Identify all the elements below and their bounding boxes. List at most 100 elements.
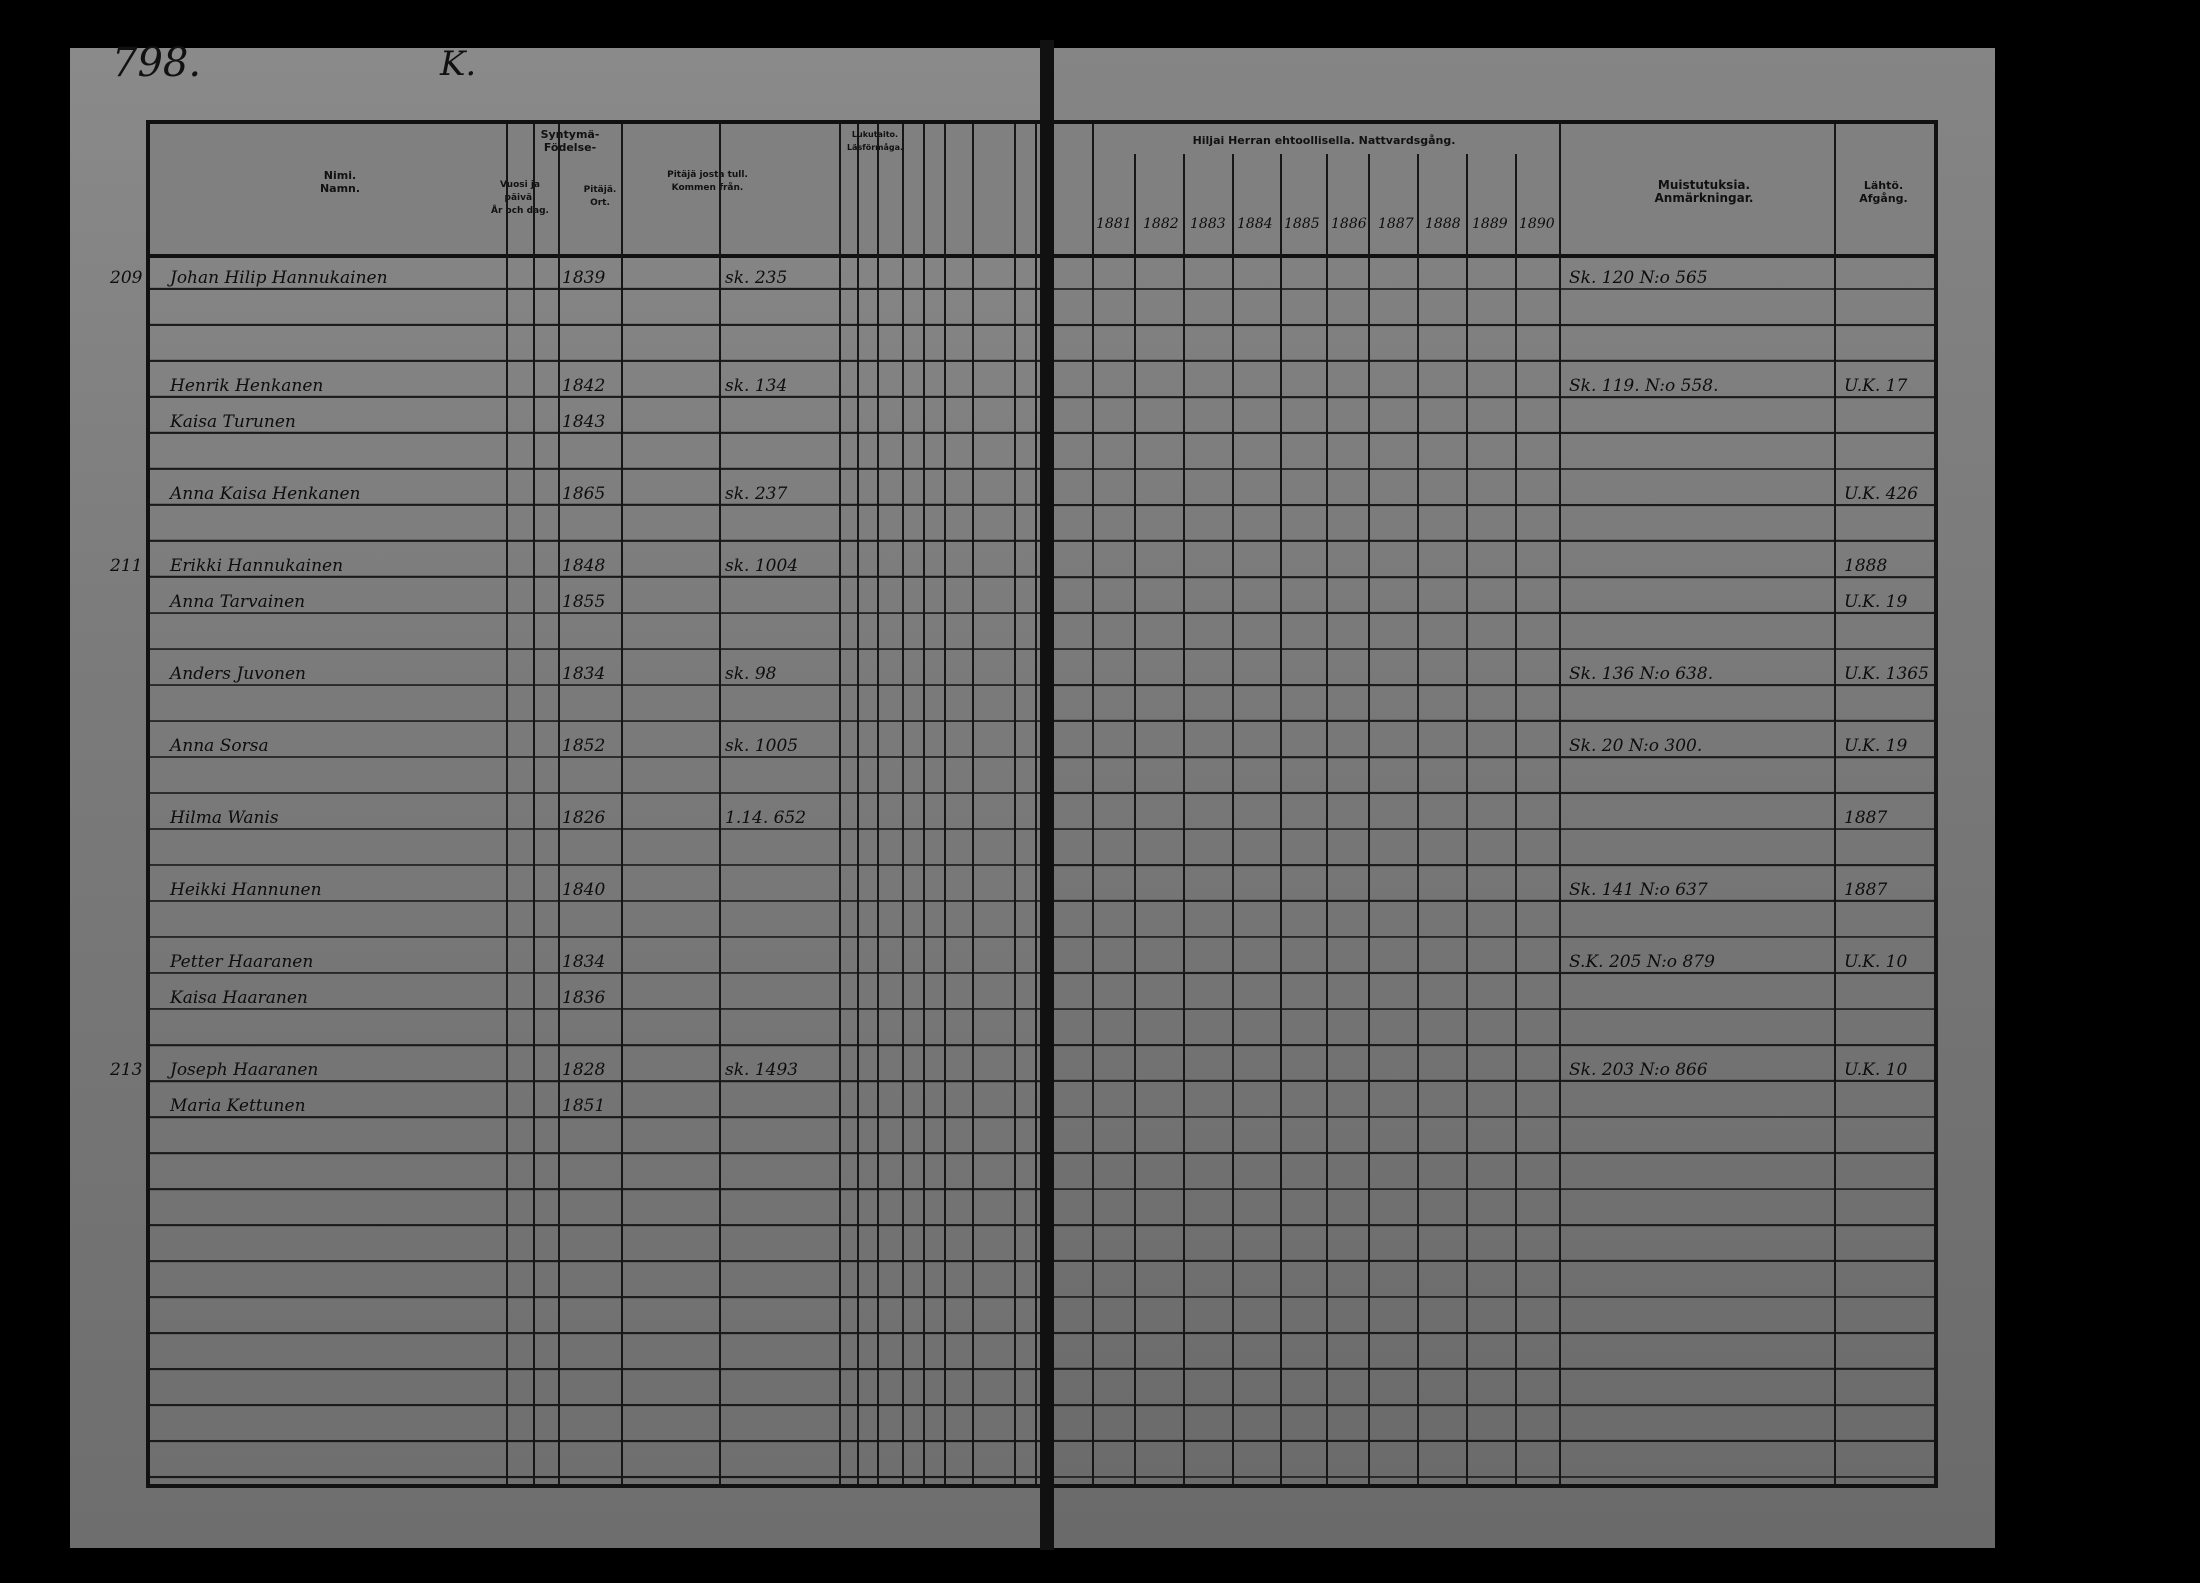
- header-reading: Lukutaito.: [851, 130, 899, 139]
- header-birth-sv: Födelse-: [543, 141, 597, 154]
- entry-came-from: sk. 134: [725, 376, 788, 396]
- column-divider: [857, 124, 859, 1484]
- entry-name: Anna Sorsa: [170, 736, 269, 756]
- column-divider: [1368, 154, 1370, 1484]
- column-divider: [1035, 124, 1037, 1484]
- header-birth: Syntymä-: [540, 128, 600, 141]
- column-divider: [1466, 154, 1468, 1484]
- header-departure-sv: Afgång.: [1859, 192, 1908, 205]
- entry-birth-date: 1840: [562, 880, 606, 900]
- entry-name: Erikki Hannukainen: [170, 556, 344, 576]
- entry-name: Joseph Haaranen: [170, 1060, 319, 1080]
- header-date: Vuosi ja päivä.: [500, 180, 540, 203]
- year-column-header: 1881: [1096, 216, 1132, 232]
- header-parish: Pitäjä.: [583, 185, 617, 195]
- entry-remarks: S.K. 205 N:o 879: [1569, 952, 1715, 972]
- year-column-header: 1886: [1331, 216, 1367, 232]
- entry-name: Heikki Hannunen: [170, 880, 322, 900]
- column-divider: [558, 124, 560, 1484]
- entry-name: Maria Kettunen: [170, 1096, 306, 1116]
- entry-remarks: Sk. 20 N:o 300.: [1569, 736, 1703, 756]
- entry-name: Hilma Wanis: [170, 808, 279, 828]
- year-column-header: 1888: [1425, 216, 1461, 232]
- entry-remarks: Sk. 120 N:o 565: [1569, 268, 1708, 288]
- entry-came-from: sk. 98: [725, 664, 777, 684]
- entry-departure: U.K. 1365: [1844, 664, 1929, 684]
- right-page: Hiljai Herran ehtoollisella. Nattvardsgå…: [1050, 48, 1995, 1548]
- entry-birth-date: 1852: [562, 736, 606, 756]
- entry-came-from: sk. 235: [725, 268, 788, 288]
- entry-birth-date: 1834: [562, 664, 606, 684]
- year-column-header: 1882: [1143, 216, 1179, 232]
- entry-name: Kaisa Haaranen: [170, 988, 308, 1008]
- column-divider: [1834, 124, 1836, 1484]
- year-column-header: 1887: [1378, 216, 1414, 232]
- entry-remarks: Sk. 136 N:o 638.: [1569, 664, 1714, 684]
- entry-came-from: sk. 1493: [725, 1060, 799, 1080]
- right-header: Hiljai Herran ehtoollisella. Nattvardsgå…: [1054, 124, 1934, 258]
- column-divider: [1232, 154, 1234, 1484]
- year-column-header: 1885: [1284, 216, 1320, 232]
- entry-birth-date: 1865: [562, 484, 606, 504]
- entry-departure: U.K. 17: [1844, 376, 1908, 396]
- header-date-sv: År och dag.: [491, 206, 549, 216]
- column-divider: [719, 124, 721, 1484]
- column-divider: [1417, 154, 1419, 1484]
- book-spine: [1040, 40, 1054, 1550]
- page-mark: K.: [440, 44, 477, 84]
- header-name: Nimi.: [323, 169, 357, 182]
- left-page: 798. K. Nimi. Namn. Syntymä- Födelse- Vuos…: [70, 40, 1079, 1548]
- header-communion: Hiljai Herran ehtoollisella. Nattvardsgå…: [1192, 134, 1456, 147]
- entry-birth-date: 1848: [562, 556, 606, 576]
- column-divider: [902, 124, 904, 1484]
- entry-came-from: sk. 1004: [725, 556, 799, 576]
- entry-departure: 1887: [1844, 880, 1888, 900]
- column-divider: [1515, 154, 1517, 1484]
- header-reading-sv: Läsförmåga.: [846, 143, 904, 152]
- entry-birth-date: 1855: [562, 592, 606, 612]
- entry-remarks: Sk. 141 N:o 637: [1569, 880, 1708, 900]
- column-divider: [1134, 154, 1136, 1484]
- entry-departure: U.K. 19: [1844, 592, 1908, 612]
- column-divider: [506, 124, 508, 1484]
- entry-departure: U.K. 10: [1844, 1060, 1908, 1080]
- header-came-from-sv: Kommen från.: [671, 183, 744, 193]
- entry-came-from: 1.14. 652: [725, 808, 807, 828]
- entry-name: Henrik Henkanen: [170, 376, 324, 396]
- entry-came-from: sk. 237: [725, 484, 788, 504]
- entry-number: 211: [110, 556, 143, 576]
- column-divider: [839, 124, 841, 1484]
- entry-name: Anders Juvonen: [170, 664, 306, 684]
- entry-name: Johan Hilip Hannukainen: [170, 268, 388, 288]
- entry-came-from: sk. 1005: [725, 736, 799, 756]
- page-number: 798.: [112, 40, 202, 86]
- entry-birth-date: 1834: [562, 952, 606, 972]
- entry-departure: U.K. 19: [1844, 736, 1908, 756]
- entry-birth-date: 1851: [562, 1096, 606, 1116]
- column-divider: [1183, 154, 1185, 1484]
- column-divider: [1014, 124, 1016, 1484]
- entry-name: Kaisa Turunen: [170, 412, 296, 432]
- column-divider: [1092, 124, 1094, 1484]
- entry-name: Anna Kaisa Henkanen: [170, 484, 361, 504]
- entry-remarks: Sk. 119. N:o 558.: [1569, 376, 1719, 396]
- year-column-header: 1890: [1519, 216, 1555, 232]
- entry-number: 209: [110, 268, 143, 288]
- right-register-table: Hiljai Herran ehtoollisella. Nattvardsgå…: [1050, 120, 1938, 1488]
- entry-departure: 1888: [1844, 556, 1888, 576]
- header-came-from: Pitäjä josta tull.: [667, 170, 748, 180]
- entry-departure: U.K. 426: [1844, 484, 1919, 504]
- entry-number: 213: [110, 1060, 143, 1080]
- column-divider: [972, 124, 974, 1484]
- entry-name: Petter Haaranen: [170, 952, 314, 972]
- entry-birth-date: 1843: [562, 412, 606, 432]
- column-divider: [1559, 124, 1561, 1484]
- column-divider: [1280, 154, 1282, 1484]
- column-divider: [877, 124, 879, 1484]
- column-divider: [1326, 154, 1328, 1484]
- entry-birth-date: 1836: [562, 988, 606, 1008]
- entry-departure: 1887: [1844, 808, 1888, 828]
- entry-birth-date: 1826: [562, 808, 606, 828]
- column-divider: [923, 124, 925, 1484]
- header-remarks: Muistutuksia.: [1657, 178, 1751, 192]
